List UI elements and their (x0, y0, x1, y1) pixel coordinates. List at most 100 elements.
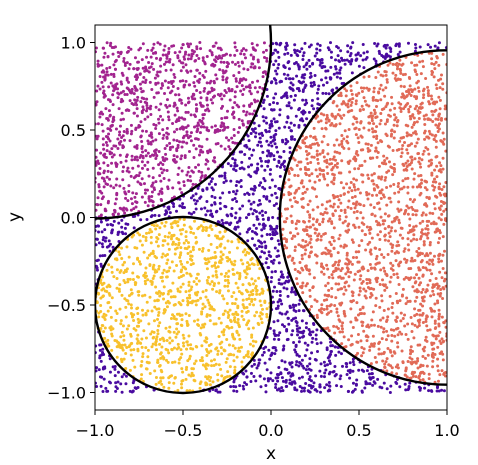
scatter-point (250, 364, 254, 368)
scatter-point (373, 188, 377, 192)
scatter-point (220, 116, 224, 120)
scatter-point (150, 199, 154, 203)
scatter-point (342, 146, 346, 150)
scatter-point (437, 314, 441, 318)
scatter-point (238, 232, 242, 236)
scatter-point (399, 84, 403, 88)
scatter-point (305, 233, 309, 237)
scatter-point (184, 126, 188, 130)
scatter-point (237, 323, 241, 327)
scatter-point (337, 198, 341, 202)
scatter-point (310, 155, 314, 159)
scatter-point (228, 98, 232, 102)
scatter-point (124, 159, 128, 163)
scatter-point (268, 326, 272, 330)
scatter-point (401, 179, 405, 183)
scatter-point (123, 92, 127, 96)
scatter-point (146, 48, 150, 52)
scatter-point (321, 149, 325, 153)
scatter-point (385, 185, 389, 189)
scatter-point (346, 160, 350, 164)
scatter-point (316, 161, 320, 165)
scatter-point (152, 319, 156, 323)
scatter-point (190, 285, 194, 289)
scatter-point (337, 94, 341, 98)
scatter-point (384, 360, 388, 364)
scatter-point (256, 60, 260, 64)
scatter-point (179, 323, 183, 327)
scatter-point (136, 95, 140, 99)
scatter-point (248, 147, 252, 151)
scatter-point (441, 297, 445, 301)
scatter-point (354, 102, 358, 106)
scatter-point (242, 305, 246, 309)
scatter-point (368, 240, 372, 244)
scatter-point (265, 257, 269, 261)
scatter-point (282, 344, 286, 348)
scatter-point (102, 185, 106, 189)
scatter-point (401, 236, 405, 240)
scatter-point (336, 314, 340, 318)
scatter-point (234, 79, 238, 83)
scatter-point (168, 147, 172, 151)
scatter-point (252, 121, 256, 125)
scatter-point (381, 55, 385, 59)
scatter-point (356, 153, 360, 157)
scatter-point (331, 370, 335, 374)
scatter-point (391, 148, 395, 152)
scatter-point (195, 89, 199, 93)
scatter-point (138, 82, 142, 86)
scatter-point (105, 149, 109, 153)
scatter-point (332, 246, 336, 250)
scatter-point (424, 113, 428, 117)
scatter-point (262, 251, 266, 255)
scatter-point (351, 357, 355, 361)
scatter-point (434, 230, 438, 234)
scatter-point (219, 92, 223, 96)
scatter-point (348, 186, 352, 190)
scatter-point (336, 251, 340, 255)
scatter-point (409, 376, 413, 380)
scatter-point (107, 344, 111, 348)
scatter-point (199, 148, 203, 152)
scatter-point (261, 134, 265, 138)
scatter-point (230, 325, 234, 329)
scatter-point (380, 337, 384, 341)
scatter-point (187, 314, 191, 318)
scatter-point (299, 160, 303, 164)
scatter-point (143, 117, 147, 121)
scatter-point (304, 368, 308, 372)
scatter-point (346, 102, 350, 106)
scatter-point (350, 71, 354, 75)
scatter-point (150, 190, 154, 194)
scatter-point (378, 223, 382, 227)
scatter-point (366, 269, 370, 273)
scatter-point (189, 374, 193, 378)
scatter-point (102, 75, 106, 79)
scatter-point (438, 373, 442, 377)
scatter-point (320, 252, 324, 256)
scatter-point (221, 78, 225, 82)
scatter-point (301, 57, 305, 61)
scatter-point (135, 103, 139, 107)
scatter-point (352, 202, 355, 206)
scatter-point (187, 166, 191, 170)
scatter-point (106, 199, 110, 203)
scatter-point (353, 387, 357, 391)
scatter-point (97, 368, 101, 372)
scatter-point (406, 337, 410, 341)
scatter-point (295, 321, 299, 325)
scatter-point (328, 370, 332, 374)
scatter-point (440, 73, 444, 77)
scatter-point (260, 234, 264, 238)
scatter-point (436, 241, 440, 245)
scatter-point (346, 205, 350, 209)
scatter-point (165, 261, 169, 265)
scatter-point (189, 250, 193, 254)
scatter-point (383, 212, 387, 216)
scatter-point (189, 347, 193, 351)
scatter-point (395, 299, 399, 303)
scatter-point (401, 62, 405, 66)
scatter-point (325, 383, 329, 387)
scatter-point (295, 188, 299, 192)
